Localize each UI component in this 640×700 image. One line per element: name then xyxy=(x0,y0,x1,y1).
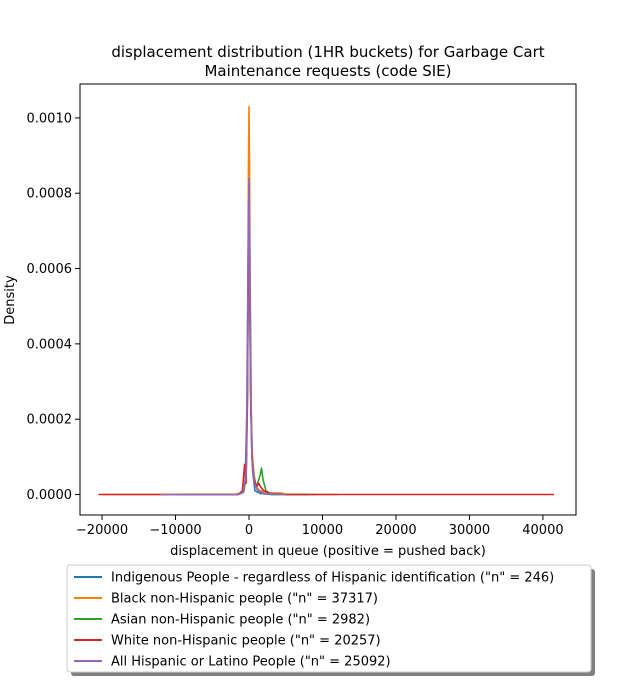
x-tick-label: 20000 xyxy=(375,523,416,538)
y-tick-label: 0.0002 xyxy=(27,413,73,428)
legend-label-1: Indigenous People - regardless of Hispan… xyxy=(111,571,554,586)
legend-label-4: White non-Hispanic people ("n" = 20257) xyxy=(111,634,381,649)
y-axis-label: Density xyxy=(3,275,18,325)
y-tick-label: 0.0006 xyxy=(27,262,73,277)
legend-label-2: Black non-Hispanic people ("n" = 37317) xyxy=(111,592,378,607)
x-tick-label: 0 xyxy=(245,523,253,538)
series-line-2 xyxy=(102,105,338,496)
plot-frame xyxy=(79,83,577,516)
series-line-4 xyxy=(98,218,554,496)
legend-box xyxy=(66,564,592,673)
x-tick-label: 10000 xyxy=(302,523,343,538)
legend-label-5: All Hispanic or Latino People ("n" = 250… xyxy=(111,655,391,670)
chart-title-line1: displacement distribution (1HR buckets) … xyxy=(111,43,544,61)
y-axis-ticks: 0.0000 0.0002 0.0004 0.0006 0.0008 0.0010 xyxy=(27,111,80,503)
x-tick-label: 40000 xyxy=(522,523,563,538)
x-tick-label: −20000 xyxy=(76,523,128,538)
y-tick-label: 0.0004 xyxy=(27,337,73,352)
series-line-1 xyxy=(175,192,316,496)
x-tick-label: −10000 xyxy=(149,523,201,538)
x-axis-label: displacement in queue (positive = pushed… xyxy=(170,544,486,559)
series-line-5 xyxy=(160,177,286,496)
x-axis-ticks: −20000 −10000 0 10000 20000 30000 40000 xyxy=(76,515,564,538)
legend: Indigenous People - regardless of Hispan… xyxy=(66,564,595,676)
x-tick-label: 30000 xyxy=(449,523,490,538)
y-tick-label: 0.0010 xyxy=(27,111,73,126)
chart-title-line2: Maintenance requests (code SIE) xyxy=(204,62,451,80)
y-tick-label: 0.0008 xyxy=(27,187,73,202)
plot-lines xyxy=(98,105,554,496)
legend-label-3: Asian non-Hispanic people ("n" = 2982) xyxy=(111,613,370,628)
y-tick-label: 0.0000 xyxy=(27,488,73,503)
